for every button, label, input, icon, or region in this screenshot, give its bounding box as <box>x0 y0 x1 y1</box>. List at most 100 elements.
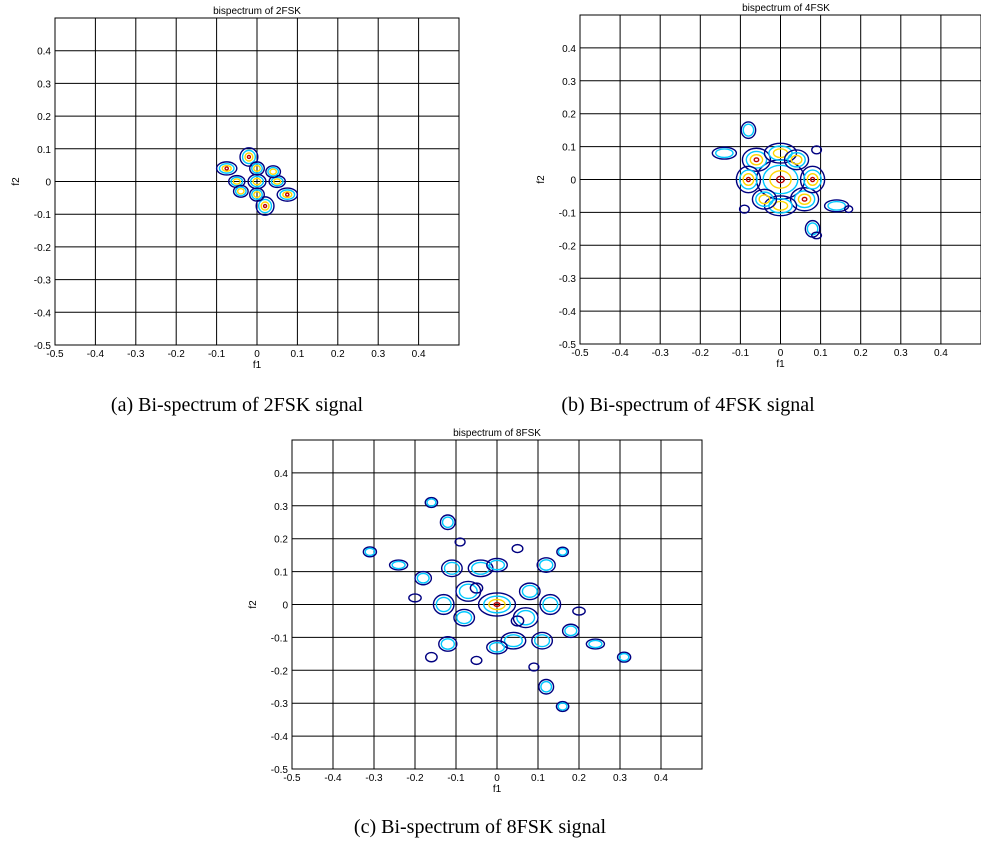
y-tick-label: 0 <box>45 178 51 189</box>
contour-level-1 <box>735 165 762 194</box>
contour-level-1 <box>239 147 259 167</box>
y-tick-label: -0.5 <box>271 765 289 776</box>
y-tick-label: -0.2 <box>271 666 289 677</box>
contour-level-2 <box>471 561 491 575</box>
x-tick-label: -0.3 <box>652 348 670 359</box>
x-tick-label: 0.3 <box>613 773 627 784</box>
y-tick-label: 0.4 <box>274 469 288 480</box>
contour-level-2 <box>755 191 774 208</box>
x-axis-label: f1 <box>253 360 262 371</box>
contour-level-1 <box>585 638 606 650</box>
y-tick-label: -0.3 <box>34 276 52 287</box>
contour-level-2 <box>458 583 478 600</box>
contour-level-3 <box>272 178 282 185</box>
contour-level-1 <box>561 623 580 639</box>
contour-level-2 <box>391 560 406 570</box>
x-axis-label: f1 <box>776 359 785 370</box>
x-tick-label: 0.4 <box>412 349 426 360</box>
contour-level-4 <box>224 166 230 171</box>
contour-level-2 <box>441 516 454 529</box>
contour-level-1 <box>536 557 556 573</box>
y-tick-label: 0.1 <box>562 143 576 154</box>
y-tick-label: -0.4 <box>34 308 52 319</box>
x-tick-label: 0 <box>254 349 260 360</box>
contour-level-1 <box>265 165 282 179</box>
contour-level-4 <box>775 175 786 184</box>
x-tick-label: 0 <box>778 348 784 359</box>
contour-level-3 <box>742 173 755 186</box>
contour-level-1 <box>528 662 540 672</box>
contour-level-2 <box>503 634 523 648</box>
contour-level-1 <box>249 161 265 176</box>
y-axis-label: f2 <box>11 177 22 186</box>
contour-level-1 <box>469 582 484 594</box>
y-tick-label: -0.3 <box>271 699 289 710</box>
x-tick-label: 0.2 <box>331 349 345 360</box>
contour-level-1 <box>414 570 433 586</box>
contour-level-3 <box>790 154 803 165</box>
x-tick-label: -0.1 <box>447 773 465 784</box>
contour-level-1 <box>438 636 458 652</box>
contour-level-1 <box>740 121 757 140</box>
contour-level-1 <box>811 231 823 240</box>
contour-level-3 <box>236 188 245 195</box>
contour-level-1 <box>362 546 378 558</box>
contour-level-3 <box>260 201 270 211</box>
contour-level-1 <box>556 546 570 558</box>
contour-level-1 <box>215 161 238 176</box>
x-tick-label: -0.4 <box>611 348 629 359</box>
contour-level-3 <box>253 191 261 199</box>
y-tick-label: 0.3 <box>274 502 288 513</box>
contour-level-2 <box>249 175 265 188</box>
contour-level-2 <box>588 639 603 649</box>
contour-level-1 <box>255 196 275 216</box>
chart-title: bispectrum of 4FSK <box>742 3 830 14</box>
contour-level-2 <box>739 169 758 190</box>
y-tick-label: -0.1 <box>559 208 577 219</box>
contour-level-2 <box>542 596 559 613</box>
contour-level-3 <box>252 177 262 186</box>
contour-level-2 <box>787 151 806 168</box>
x-tick-label: -0.2 <box>168 349 186 360</box>
contour-level-2 <box>279 189 296 200</box>
contour-level-1 <box>616 651 632 663</box>
contour-level-2 <box>806 222 819 236</box>
contour-level-3 <box>253 164 261 172</box>
contour-level-3 <box>806 173 819 186</box>
contour-level-2 <box>714 148 734 159</box>
y-tick-label: -0.1 <box>271 633 289 644</box>
contour-level-2 <box>557 547 568 556</box>
contour-level-1 <box>486 639 508 655</box>
contour-level-2 <box>257 198 273 214</box>
contour-level-1 <box>799 165 826 194</box>
contour-level-1 <box>228 174 246 189</box>
contour-level-1 <box>424 496 439 509</box>
contour-level-1 <box>268 174 286 189</box>
x-tick-label: -0.3 <box>365 773 383 784</box>
contour-level-1 <box>783 149 810 171</box>
x-tick-label: -0.1 <box>208 349 226 360</box>
contour-level-2 <box>426 498 437 507</box>
y-tick-label: -0.5 <box>34 341 52 352</box>
x-tick-label: -0.2 <box>692 348 710 359</box>
contour-level-2 <box>557 702 568 711</box>
contour-level-3 <box>758 194 771 205</box>
plot-frame <box>579 14 981 345</box>
y-tick-label: -0.1 <box>34 210 52 221</box>
contour-level-1 <box>811 145 823 155</box>
y-tick-label: 0.2 <box>562 110 576 121</box>
x-tick-label: -0.5 <box>283 773 301 784</box>
y-tick-label: 0.2 <box>37 112 51 123</box>
contour-level-1 <box>470 655 483 666</box>
contour-level-3 <box>749 153 764 166</box>
chart-panel-2fsk: bispectrum of 2FSK (a) Bi-spectrum of 2F… <box>11 6 460 416</box>
y-tick-label: 0.4 <box>562 44 576 55</box>
contour-level-2 <box>539 559 554 571</box>
contour-level-4 <box>284 192 290 197</box>
contour-level-4 <box>493 601 501 608</box>
contour-level-3 <box>269 168 278 175</box>
plot-frame <box>54 17 460 346</box>
x-tick-label: 0.1 <box>814 348 828 359</box>
y-tick-label: 0 <box>282 601 288 612</box>
contour-level-1 <box>751 188 778 210</box>
